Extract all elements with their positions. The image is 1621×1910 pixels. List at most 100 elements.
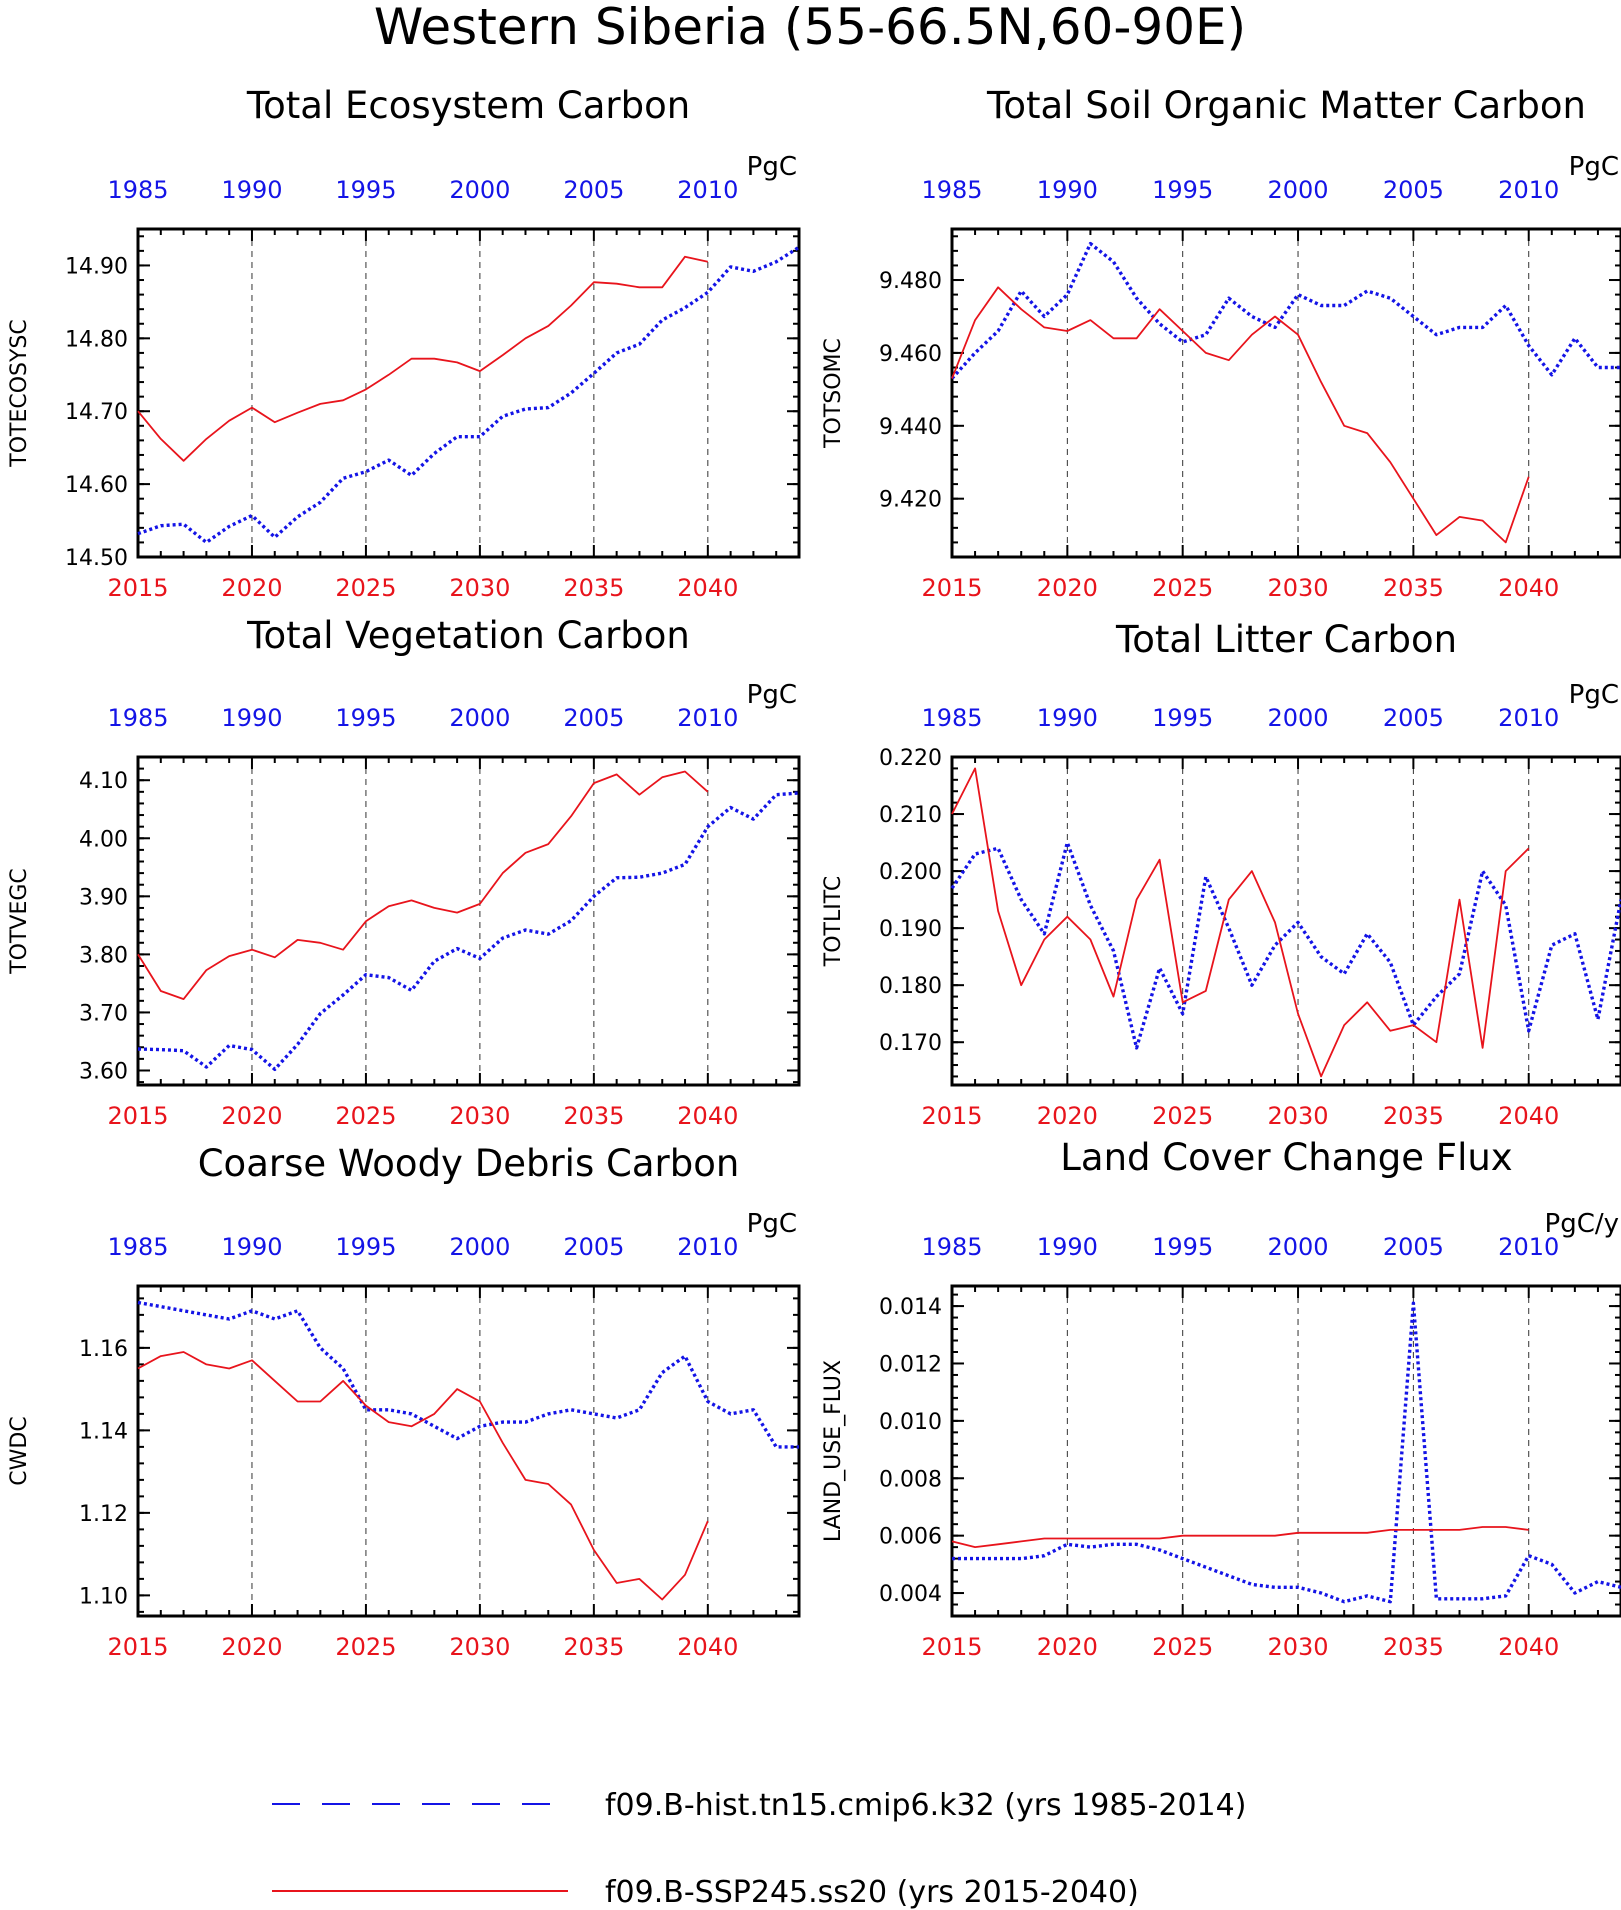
x-tick-label-top: 2000 — [449, 176, 510, 204]
y-tick-label: 0.004 — [879, 1582, 942, 1607]
series-line-hist — [950, 840, 1621, 1050]
series-line-ssp — [951, 286, 1530, 544]
y-axis-label: TOTECOSYSC — [7, 319, 32, 468]
y-tick-label: 4.10 — [79, 769, 128, 794]
y-axis-label: LAND_USE_FLUX — [821, 1360, 846, 1542]
x-tick-label-top: 2000 — [1267, 704, 1328, 732]
plot-frame — [950, 1284, 1621, 1618]
panel-5: Land Cover Change Flux PgC/y LAND_USE_FLUX… — [821, 1136, 1621, 1661]
x-tick-label-bottom: 2035 — [1383, 1102, 1444, 1130]
panel-3: Total Litter Carbon PgC TOTLITC 2015 2020 202… — [821, 618, 1621, 1130]
y-tick-label: 1.14 — [79, 1419, 128, 1444]
x-tick-label-top: 2010 — [677, 176, 738, 204]
y-tick-label: 1.16 — [79, 1337, 128, 1362]
y-tick-label: 3.90 — [79, 885, 128, 910]
panel-1: Total Soil Organic Matter Carbon PgC TOTSO… — [821, 84, 1621, 602]
y-axis-label: TOTVEGC — [7, 868, 32, 975]
legend-label-ssp: f09.B-SSP245.ss20 (yrs 2015-2040) — [605, 1875, 1139, 1910]
series-line-ssp — [951, 767, 1530, 1078]
x-tick-label-bottom: 2020 — [221, 1102, 282, 1130]
panel-title: Coarse Woody Debris Carbon — [198, 1142, 740, 1185]
series-line-hist — [952, 1301, 1621, 1604]
x-tick-label-bottom: 2040 — [1498, 1633, 1559, 1661]
x-tick-label-bottom: 2040 — [677, 1633, 738, 1661]
x-tick-label-bottom: 2035 — [1383, 1633, 1444, 1661]
series-line-ssp — [137, 1351, 709, 1601]
y-tick-label: 4.00 — [79, 827, 128, 852]
y-tick-label: 9.420 — [879, 488, 942, 513]
x-tick-label-bottom: 2040 — [1498, 574, 1559, 602]
x-tick-label-bottom: 2015 — [921, 574, 982, 602]
series-line-hist — [137, 245, 800, 545]
x-tick-label-top: 1990 — [1037, 704, 1098, 732]
panel-2: Total Vegetation Carbon PgC TOTVEGC 2015 202… — [7, 614, 801, 1130]
x-tick-label-bottom: 2025 — [1152, 1102, 1213, 1130]
x-tick-label-top: 2005 — [563, 1233, 624, 1261]
x-tick-label-bottom: 2025 — [1152, 1633, 1213, 1661]
series-line-ssp — [951, 1526, 1529, 1548]
y-tick-label: 14.50 — [65, 546, 128, 571]
panel-title: Total Soil Organic Matter Carbon — [986, 84, 1586, 127]
unit-label: PgC — [747, 1209, 797, 1239]
y-tick-label: 14.90 — [65, 254, 128, 279]
panel-title: Total Vegetation Carbon — [246, 614, 690, 657]
x-tick-label-bottom: 2020 — [221, 1633, 282, 1661]
figure-title: Western Siberia (55-66.5N,60-90E) — [374, 0, 1246, 56]
y-tick-label: 1.12 — [79, 1502, 128, 1527]
x-tick-label-top: 1990 — [1037, 176, 1098, 204]
x-tick-label-top: 1995 — [335, 704, 396, 732]
unit-label: PgC — [1569, 680, 1619, 710]
x-tick-label-top: 2000 — [449, 1233, 510, 1261]
x-tick-label-top: 1985 — [921, 176, 982, 204]
x-tick-label-top: 2010 — [1498, 704, 1559, 732]
unit-label: PgC/y — [1545, 1209, 1619, 1239]
x-tick-label-bottom: 2025 — [335, 1102, 396, 1130]
y-tick-label: 0.220 — [879, 746, 942, 771]
x-tick-label-bottom: 2030 — [449, 1633, 510, 1661]
unit-label: PgC — [1569, 152, 1619, 182]
y-tick-label: 0.210 — [879, 803, 942, 828]
y-tick-label: 14.60 — [65, 473, 128, 498]
y-tick-label: 3.80 — [79, 943, 128, 968]
x-tick-label-bottom: 2035 — [563, 574, 624, 602]
x-tick-label-bottom: 2035 — [1383, 574, 1444, 602]
y-axis-label: CWDC — [7, 1416, 32, 1485]
x-tick-label-top: 1995 — [1152, 1233, 1213, 1261]
x-tick-label-bottom: 2030 — [449, 574, 510, 602]
x-tick-label-bottom: 2040 — [677, 574, 738, 602]
unit-label: PgC — [747, 680, 797, 710]
y-tick-label: 0.010 — [879, 1410, 942, 1435]
series-line-hist — [137, 1300, 799, 1449]
panels: Total Ecosystem Carbon PgC TOTECOSYSC 2015 2… — [7, 84, 1621, 1661]
x-tick-label-top: 2000 — [449, 704, 510, 732]
y-tick-label: 0.200 — [879, 860, 942, 885]
series-line-hist — [950, 241, 1621, 380]
plot-frame — [950, 227, 1621, 559]
unit-label: PgC — [747, 152, 797, 182]
y-tick-label: 9.460 — [879, 342, 942, 367]
panel-0: Total Ecosystem Carbon PgC TOTECOSYSC 2015 2… — [7, 84, 801, 602]
y-tick-label: 0.012 — [879, 1352, 942, 1377]
panel-title: Total Ecosystem Carbon — [246, 84, 690, 127]
x-tick-label-top: 1985 — [107, 704, 168, 732]
x-tick-label-bottom: 2015 — [921, 1633, 982, 1661]
x-tick-label-top: 1995 — [335, 1233, 396, 1261]
x-tick-label-top: 2000 — [1267, 1233, 1328, 1261]
x-tick-label-bottom: 2025 — [335, 574, 396, 602]
y-axis-label: TOTSOMC — [821, 338, 846, 449]
x-tick-label-top: 2005 — [1383, 1233, 1444, 1261]
y-tick-label: 0.170 — [879, 1031, 942, 1056]
x-tick-label-top: 1990 — [221, 704, 282, 732]
series-line-hist — [137, 791, 800, 1072]
series-line-ssp — [137, 770, 709, 1000]
y-tick-label: 14.80 — [65, 327, 128, 352]
x-tick-label-top: 2005 — [563, 704, 624, 732]
y-tick-label: 0.006 — [879, 1525, 942, 1550]
y-tick-label: 9.440 — [879, 415, 942, 440]
x-tick-label-bottom: 2040 — [1498, 1102, 1559, 1130]
y-tick-label: 0.180 — [879, 974, 942, 999]
y-tick-label: 0.014 — [879, 1295, 942, 1320]
x-tick-label-top: 2010 — [677, 1233, 738, 1261]
